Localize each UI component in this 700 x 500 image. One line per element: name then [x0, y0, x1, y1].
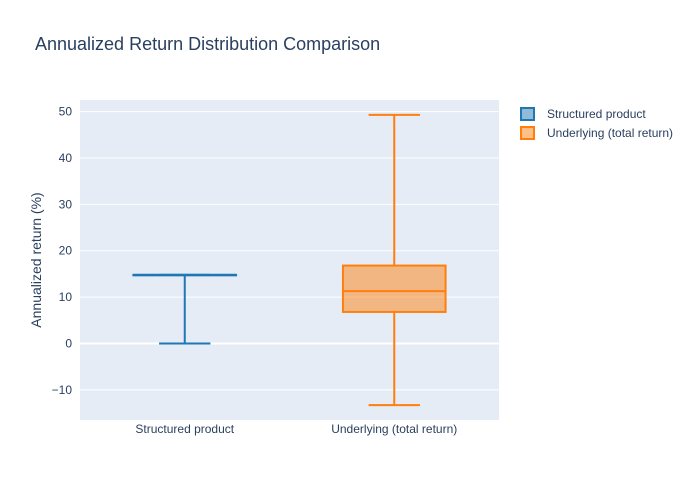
x-tick-label: Underlying (total return): [331, 422, 457, 436]
y-tick-label: 40: [59, 151, 73, 165]
legend-item[interactable]: Structured product: [520, 107, 646, 121]
box-series: [132, 113, 447, 407]
gridlines: [80, 111, 499, 391]
box-2[interactable]: [341, 113, 447, 407]
y-tick-label: 50: [59, 105, 73, 119]
legend-item[interactable]: Underlying (total return): [520, 126, 673, 140]
x-tick-label: Structured product: [135, 422, 234, 436]
plot-area: [80, 100, 499, 420]
x-tick-labels: Structured product Underlying (total retu…: [135, 422, 457, 436]
legend[interactable]: Structured product Underlying (total retu…: [520, 107, 673, 140]
y-tick-label: 30: [59, 197, 73, 211]
box-1[interactable]: [132, 273, 238, 345]
legend-swatch: [520, 107, 535, 121]
y-tick-label: 10: [59, 290, 73, 304]
legend-label: Underlying (total return): [547, 126, 673, 140]
chart-title: Annualized Return Distribution Compariso…: [35, 34, 380, 54]
iqr-box: [341, 264, 447, 313]
y-axis-label: Annualized return (%): [28, 192, 44, 327]
legend-label: Structured product: [547, 107, 646, 121]
y-tick-labels: 50 40 30 20 10 0 −10: [52, 105, 73, 397]
y-tick-label: 0: [65, 336, 72, 350]
legend-swatch: [520, 126, 535, 140]
y-tick-label: −10: [52, 383, 73, 397]
y-tick-label: 20: [59, 244, 73, 258]
